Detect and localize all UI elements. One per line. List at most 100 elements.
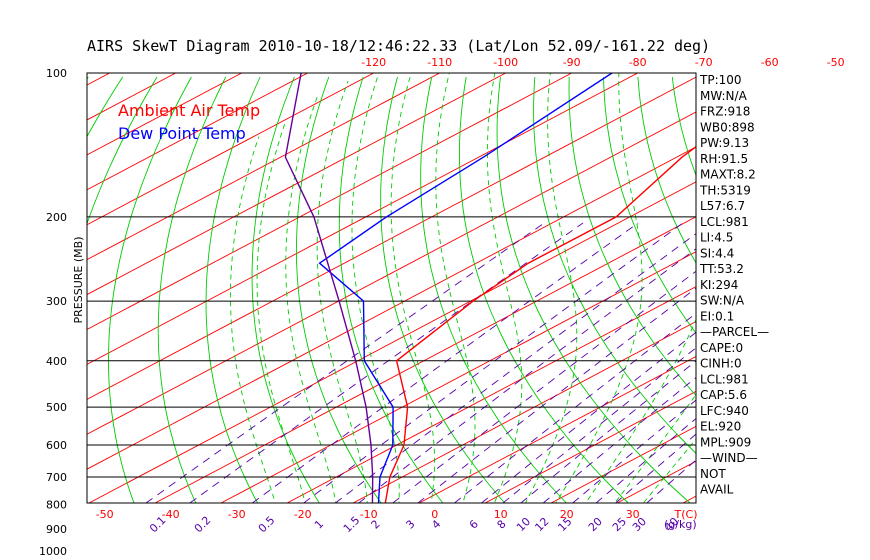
- isotherm-line: [87, 73, 638, 365]
- dry-adiabat-line: [157, 76, 227, 503]
- stability-index-label: LFC:940: [700, 404, 749, 418]
- isotherm-line: [154, 216, 696, 503]
- isotherm-line: [87, 73, 506, 296]
- isotherm-line: [352, 321, 696, 503]
- mixing-ratio-line: [335, 233, 696, 503]
- legend-entry: Ambient Air Temp: [118, 101, 260, 120]
- mixing-ratio-tick-label: 3: [403, 517, 417, 531]
- stability-index-label: CAP:5.6: [700, 388, 747, 402]
- stability-index-label: CINH:0: [700, 357, 742, 371]
- dry-adiabat-line: [420, 76, 567, 503]
- stability-index-label: PW:9.13: [700, 136, 749, 150]
- chart-title: AIRS SkewT Diagram 2010-10-18/12:46:22.3…: [87, 37, 710, 55]
- mixing-ratio-line: [417, 287, 696, 503]
- stability-index-label: EI:0.1: [700, 309, 734, 323]
- stability-index-label: —PARCEL—: [700, 325, 769, 339]
- isotherm-line: [286, 286, 696, 503]
- isotherm-line: [418, 355, 696, 503]
- mixing-ratio-tick-label: 1: [312, 517, 326, 531]
- isotherm-line: [220, 251, 696, 503]
- mixing-ratio-line: [542, 377, 696, 503]
- moist-adiabat-line: [351, 73, 400, 503]
- dry-adiabat-line: [533, 76, 696, 454]
- mixing-ratio-tick-label: 2: [369, 517, 383, 531]
- series-line-parcel: [284, 73, 374, 503]
- stability-index-label: KI:294: [700, 278, 738, 292]
- mixing-ratio-line: [358, 248, 696, 503]
- stability-index-label: TH:5319: [699, 183, 751, 197]
- mixing-ratio-line: [454, 312, 696, 503]
- mixing-ratio-line: [392, 270, 696, 503]
- isotherm-line: [87, 146, 696, 470]
- bottom-temp-tick-label: -10: [360, 508, 378, 521]
- pressure-tick-label: 200: [46, 211, 67, 224]
- moist-adiabat-line: [584, 318, 696, 503]
- dry-adiabat-line: [568, 76, 696, 397]
- moist-adiabat-line: [555, 73, 643, 503]
- dry-adiabat-line: [295, 76, 382, 503]
- dry-adiabat-line: [496, 76, 691, 503]
- mixing-ratio-tick-label: 20: [586, 515, 605, 534]
- stability-index-label: MAXT:8.2: [700, 168, 756, 182]
- mixing-ratio-tick-label: 10: [514, 515, 533, 534]
- top-temp-tick-label: -100: [493, 56, 518, 69]
- mixing-ratio-tick-label: 12: [532, 515, 551, 534]
- stability-index-label: NOT: [700, 467, 726, 481]
- top-temp-tick-label: -90: [563, 56, 581, 69]
- stability-index-label: FRZ:918: [700, 105, 750, 119]
- mixing-ratio-line: [481, 331, 696, 503]
- stability-index-label: LI:4.5: [700, 231, 733, 245]
- moist-adiabat-line: [524, 73, 578, 503]
- stability-index-label: —WIND—: [700, 451, 758, 465]
- mixing-ratio-tick-label: 0.5: [256, 514, 278, 536]
- mixing-ratio-line: [303, 222, 684, 503]
- mixing-ratio-line: [646, 459, 696, 503]
- stability-index-label: RH:91.5: [700, 152, 748, 166]
- dry-adiabat-line: [603, 76, 696, 334]
- pressure-tick-label: 400: [46, 355, 67, 368]
- dry-adiabat-line: [338, 76, 444, 503]
- stability-index-label: EL:920: [700, 420, 741, 434]
- dry-adiabat-line: [205, 76, 261, 503]
- isotherm-line: [87, 73, 572, 330]
- mixing-ratio-unit-label: (g/kg): [664, 518, 697, 531]
- bottom-temp-tick-label: 0: [431, 508, 438, 521]
- isotherm-line: [749, 73, 870, 503]
- background-lines: [0, 73, 870, 503]
- top-temp-tick-label: -120: [361, 56, 386, 69]
- pressure-tick-label: 700: [46, 471, 67, 484]
- mixing-ratio-line: [189, 222, 584, 503]
- dry-adiabat-line: [87, 76, 158, 226]
- top-temp-tick-label: -110: [427, 56, 452, 69]
- legend: Ambient Air Temp Dew Point Temp: [118, 101, 260, 143]
- dry-adiabat-line: [380, 76, 506, 503]
- pressure-tick-label: 100: [46, 67, 67, 80]
- pressure-tick-label: 1000: [39, 545, 67, 558]
- mixing-ratio-line: [615, 433, 696, 503]
- moist-adiabat-line: [230, 136, 276, 503]
- mixing-ratio-tick-label: 0.2: [192, 514, 214, 536]
- profile-lines: [284, 73, 696, 503]
- isotherm-line: [550, 425, 696, 503]
- isotherm-line: [87, 111, 696, 435]
- stability-index-label: LCL:981: [700, 215, 749, 229]
- moist-adiabat-line: [256, 124, 306, 503]
- mixing-ratio-line: [145, 222, 545, 503]
- isotherm-line: [88, 181, 696, 503]
- bottom-temp-tick-label: -50: [96, 508, 114, 521]
- bottom-temp-tick-label: -40: [162, 508, 180, 521]
- moist-adiabat-line: [486, 73, 523, 503]
- stability-index-label: WB0:898: [700, 120, 755, 134]
- pressure-tick-label: 300: [46, 295, 67, 308]
- bottom-temp-tick-label: -30: [228, 508, 246, 521]
- isotherm-line: [87, 76, 696, 400]
- moist-adiabat-line: [614, 393, 696, 503]
- series-line-ambient-air-temp: [384, 145, 696, 503]
- isotherm-line: [0, 73, 44, 503]
- pressure-tick-label: 500: [46, 401, 67, 414]
- isotherm-line: [484, 390, 696, 503]
- moist-adiabat-line: [435, 73, 476, 503]
- mixing-ratio-tick-label: 6: [467, 517, 481, 531]
- stability-index-label: L57:6.7: [700, 199, 745, 213]
